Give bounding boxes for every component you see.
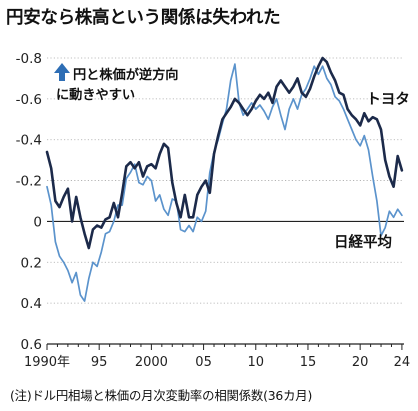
series-layer xyxy=(45,56,404,302)
y-tick-label: 0.4 xyxy=(21,296,42,312)
series-line-toyota xyxy=(45,56,404,250)
x-tick-label: 15 xyxy=(300,355,317,370)
y-tick-labels: -0.8 -0.6 -0.4 -0.2 0 0.2 0.4 0.6 xyxy=(16,51,42,353)
y-tick-label: -0.8 xyxy=(16,51,42,67)
annotation-line: 円と株価が逆方向 xyxy=(73,66,179,83)
x-tick-label: 24 xyxy=(394,355,411,370)
y-tick-label: -0.4 xyxy=(16,133,42,149)
series-label-toyota: トヨタ xyxy=(366,91,410,108)
x-tick-label: 05 xyxy=(195,355,212,370)
y-tick-label: 0.2 xyxy=(21,255,42,271)
x-tick-labels: 1990年 95 2000 05 10 15 20 24 xyxy=(24,355,410,370)
x-tick-label: 2000 xyxy=(135,355,168,370)
x-tick-label: 10 xyxy=(247,355,264,370)
y-tick-label: -0.2 xyxy=(16,174,42,190)
x-tick-label: 95 xyxy=(91,355,108,370)
up-arrow-icon xyxy=(54,63,70,81)
y-tick-label: -0.6 xyxy=(16,92,42,108)
zero-line-layer xyxy=(46,220,404,350)
series-label-nikkei: 日経平均 xyxy=(334,233,392,251)
chart-title: 円安なら株高という関係は失われた xyxy=(6,8,281,28)
y-tick-label: 0 xyxy=(33,214,42,230)
y-tick-label: 0.6 xyxy=(21,337,42,353)
x-tick-label: 1990年 xyxy=(24,355,70,370)
annotation-line: に動きやすい xyxy=(56,86,135,103)
footnote: (注)ドル円相場と株価の月次変動率の相関係数(36カ月) xyxy=(10,388,313,403)
x-tick-label: 20 xyxy=(352,355,369,370)
